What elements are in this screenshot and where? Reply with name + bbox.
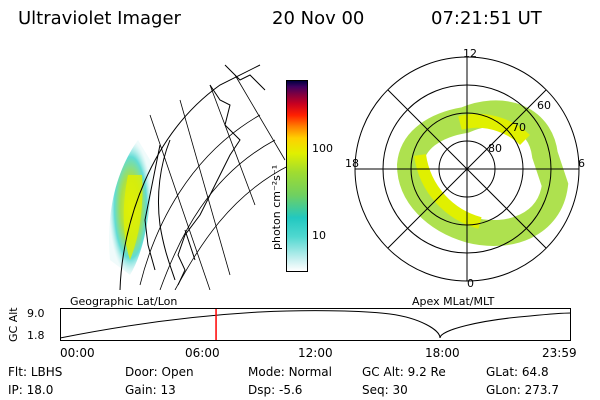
mlt-label-6: 6 [578,157,585,170]
info-filter: Flt: LBHS [8,365,63,379]
info-seq: Seq: 30 [362,383,408,397]
mlt-label-12: 12 [463,47,477,60]
right-panel-caption: Apex MLat/MLT [412,295,495,308]
info-door: Door: Open [125,365,194,379]
info-mode: Mode: Normal [248,365,332,379]
colorbar [286,80,308,272]
info-glat: GLat: 64.8 [486,365,549,379]
aurora-core [458,113,530,146]
coastline [184,229,196,261]
lon-line [149,114,211,290]
coastline [224,64,266,91]
altitude-tick-max: 9.0 [27,307,45,320]
meridian-03 [466,168,547,249]
aurora-oval [396,100,569,246]
meridian-15 [387,89,468,170]
colorbar-tick-100: 100 [312,142,333,155]
date-label: 20 Nov 00 [272,8,365,29]
lat-line [139,114,261,286]
time-tick-1800: 18:00 [425,346,460,360]
aurora-core [414,153,482,229]
left-panel-caption: Geographic Lat/Lon [70,295,178,308]
time-tick-2359: 23:59 [542,346,577,360]
mlt-label-18: 18 [345,157,359,170]
instrument-title: Ultraviolet Imager [18,8,181,29]
coastline [144,144,161,271]
altitude-curve [60,310,572,339]
lon-line [209,84,256,206]
coastline [158,139,176,281]
lon-line [234,74,286,161]
geographic-map [109,64,291,290]
info-dsp: Dsp: -5.6 [248,383,303,397]
mlat-label-60: 60 [537,99,551,112]
altitude-tick-min: 1.8 [27,329,45,342]
meridian-09 [466,89,547,170]
aurora-core-left [123,175,143,260]
lat-line [174,164,291,290]
time-tick-1200: 12:00 [298,346,333,360]
info-glon: GLon: 273.7 [486,383,559,397]
colorbar-tick-10: 10 [312,229,326,242]
lat-line [159,139,276,290]
earth-limb [119,64,261,290]
info-gc-alt: GC Alt: 9.2 Re [362,365,446,379]
coastline [177,84,241,286]
time-label: 07:21:51 UT [431,8,542,29]
info-ip: IP: 18.0 [8,383,54,397]
time-tick-0000: 00:00 [60,346,95,360]
polar-plot [354,56,580,282]
mlat-label-70: 70 [512,121,526,134]
altitude-axis-label: GC Alt [7,307,20,342]
colorbar-label: photon cm⁻²s⁻¹ [270,164,283,250]
info-gain: Gain: 13 [125,383,176,397]
altitude-frame [60,308,571,341]
mlt-label-0: 0 [467,277,474,290]
time-tick-0600: 06:00 [185,346,220,360]
lon-line [179,99,231,276]
mlat-label-80: 80 [488,142,502,155]
meridian-21 [387,168,468,249]
altitude-strip [60,308,572,341]
